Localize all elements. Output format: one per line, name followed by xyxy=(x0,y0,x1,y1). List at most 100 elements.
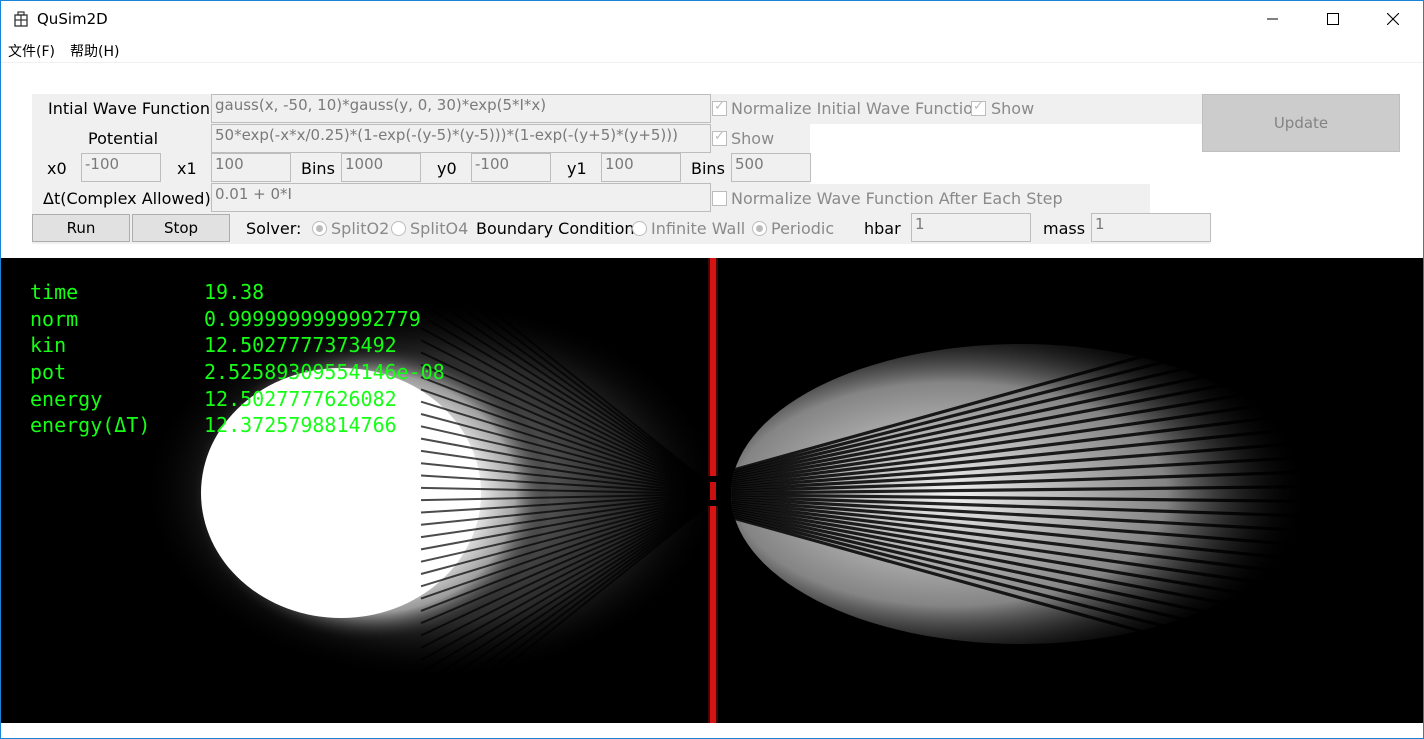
potential-input[interactable]: 50*exp(-x*x/0.25)*(1-exp(-(y-5)*(y-5)))*… xyxy=(211,124,711,153)
normalize-initial-label: Normalize Initial Wave Function xyxy=(731,99,984,118)
fringe-line xyxy=(420,504,708,723)
fringe-line xyxy=(420,499,708,625)
solver-label: Solver: xyxy=(246,219,302,238)
fringe-line xyxy=(420,494,708,526)
boundary-infinite-wall-label: Infinite Wall xyxy=(651,219,746,238)
x0-input[interactable]: -100 xyxy=(81,153,161,182)
fringe-line xyxy=(731,408,1311,486)
initial-wave-input[interactable]: gauss(x, -50, 10)*gauss(y, 0, 30)*exp(5*… xyxy=(211,94,711,123)
show-wave-label: Show xyxy=(991,99,1035,118)
readout-energy-label: energy xyxy=(30,386,103,411)
fringe-line xyxy=(731,502,1311,580)
fringe-line xyxy=(420,277,708,485)
simulation-canvas: time 19.38 norm 0.9999999999992779 kin 12.5… xyxy=(1,258,1423,723)
x1-input[interactable]: 100 xyxy=(211,153,291,182)
y1-input[interactable]: 100 xyxy=(601,153,681,182)
readout-pot-label: pot xyxy=(30,360,67,385)
x0-label: x0 xyxy=(47,159,67,178)
fringe-line xyxy=(420,351,708,488)
y0-label: y0 xyxy=(437,159,457,178)
show-potential-label: Show xyxy=(731,129,775,148)
y-bins-label: Bins xyxy=(691,159,725,178)
title-bar[interactable]: QuSim2D xyxy=(1,1,1423,37)
readout-time-label: time xyxy=(30,280,79,304)
radio-selected-dot xyxy=(756,225,763,232)
fringe-line xyxy=(731,495,1311,519)
x-bins-input[interactable]: 1000 xyxy=(341,153,421,182)
update-button[interactable]: Update xyxy=(1202,94,1400,152)
readout-pot-value: 2.52589309554146e-08 xyxy=(204,360,445,385)
wave-function-plot xyxy=(1,258,1423,723)
fringe-line xyxy=(731,378,1311,483)
normalize-each-step-label: Normalize Wave Function After Each Step xyxy=(731,189,1063,208)
fringe-line xyxy=(420,265,708,484)
fringe-line xyxy=(420,501,708,662)
fringe-line xyxy=(420,486,708,495)
fringe-line xyxy=(731,393,1311,485)
show-wave-checkbox[interactable]: ✓ xyxy=(971,99,986,116)
fringe-line xyxy=(420,400,708,491)
fringe-line xyxy=(420,376,708,490)
maximize-button[interactable] xyxy=(1303,1,1363,37)
fringe-line xyxy=(731,454,1311,492)
fringe-line xyxy=(731,484,1311,495)
check-icon: ✓ xyxy=(714,99,725,114)
fringe-line xyxy=(420,388,708,490)
hbar-label: hbar xyxy=(864,219,901,238)
control-panel: Intial Wave Function gauss(x, -50, 10)*g… xyxy=(1,64,1423,258)
close-icon xyxy=(1387,13,1399,25)
fringe-line xyxy=(420,363,708,489)
fringe-line xyxy=(731,496,1311,534)
y1-label: y1 xyxy=(567,159,587,178)
readout-time-value: 19.38 xyxy=(204,280,265,304)
boundary-infinite-wall-radio[interactable] xyxy=(632,221,647,236)
normalize-each-step-checkbox[interactable] xyxy=(712,191,727,206)
menu-help[interactable]: 帮助(H) xyxy=(70,44,120,60)
readout-kin-label: kin xyxy=(30,333,67,358)
fringe-line xyxy=(424,258,708,483)
y-bins-input[interactable]: 500 xyxy=(731,153,811,182)
fringe-line xyxy=(420,498,708,600)
radio-selected-dot xyxy=(316,225,323,232)
y0-input[interactable]: -100 xyxy=(471,153,551,182)
readout-norm-value: 0.9999999999992779 xyxy=(204,306,421,331)
normalize-initial-checkbox[interactable]: ✓ xyxy=(712,99,727,116)
boundary-periodic-radio[interactable] xyxy=(752,221,767,236)
menu-file[interactable]: 文件(F) xyxy=(8,44,55,60)
fringe-line xyxy=(420,500,708,649)
fringe-line xyxy=(731,439,1311,490)
boundary-label: Boundary Condition: xyxy=(476,219,640,238)
fringe-line xyxy=(420,462,708,494)
status-strip xyxy=(1,723,1423,738)
hbar-input[interactable]: 1 xyxy=(911,213,1031,242)
solver-splito2-radio[interactable] xyxy=(312,221,327,236)
fringe-line xyxy=(731,344,1311,474)
fringe-line xyxy=(420,474,708,495)
fringe-line xyxy=(420,502,708,686)
solver-splito4-radio[interactable] xyxy=(391,221,406,236)
fringe-line xyxy=(420,339,708,488)
show-potential-checkbox[interactable]: ✓ xyxy=(712,129,727,146)
x1-label: x1 xyxy=(177,159,197,178)
mass-input[interactable]: 1 xyxy=(1091,213,1211,242)
dt-input[interactable]: 0.01 + 0*I xyxy=(211,183,711,212)
readout-energy-value: 12.5027777626082 xyxy=(204,386,397,411)
initial-wave-label: Intial Wave Function xyxy=(48,99,210,118)
solver-splito2-label: SplitO2 xyxy=(331,219,390,238)
readout-norm-label: norm xyxy=(30,306,79,331)
fringe-line xyxy=(433,505,708,723)
solver-splito4-label: SplitO4 xyxy=(410,219,469,238)
fringe-line xyxy=(420,425,708,492)
fringe-line xyxy=(420,498,708,612)
close-button[interactable] xyxy=(1363,1,1423,37)
fringe-line xyxy=(731,514,1311,644)
fringe-line xyxy=(420,493,708,514)
run-button[interactable]: Run xyxy=(32,214,130,242)
potential-label: Potential xyxy=(88,129,159,148)
fringe-line xyxy=(420,503,708,711)
stop-button[interactable]: Stop xyxy=(132,214,230,242)
menu-bar: 文件(F) 帮助(H) xyxy=(1,37,1423,63)
dt-label: Δt(Complex Allowed) xyxy=(43,189,211,208)
minimize-button[interactable] xyxy=(1243,1,1303,37)
double-slit-barrier xyxy=(708,258,718,723)
